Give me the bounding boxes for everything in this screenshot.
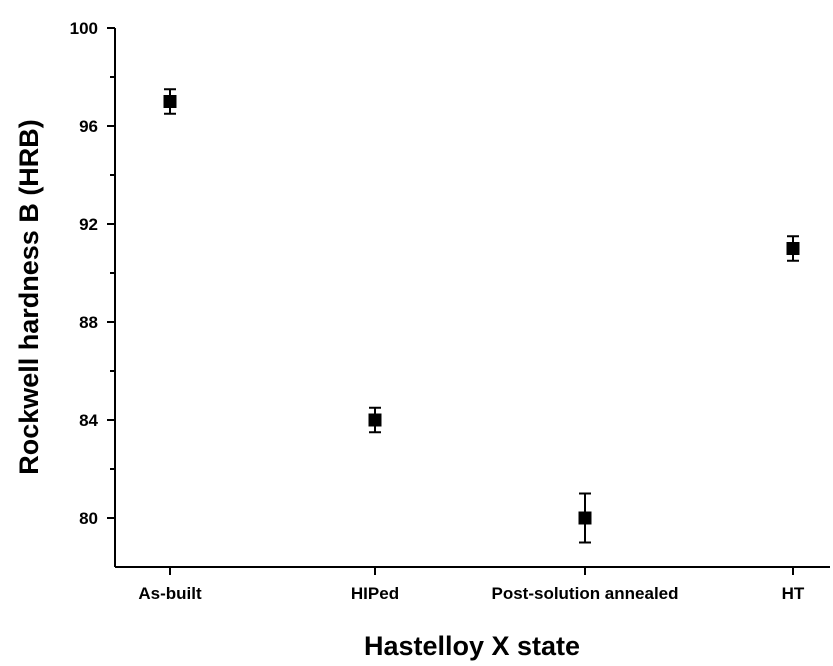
y-tick-label: 96	[79, 117, 98, 136]
x-tick-label: HIPed	[351, 584, 399, 603]
y-tick-label: 88	[79, 313, 98, 332]
y-axis-title: Rockwell hardness B (HRB)	[14, 119, 44, 475]
y-tick-label: 80	[79, 509, 98, 528]
data-point-marker	[163, 95, 177, 108]
axes	[114, 28, 830, 568]
data-point-marker	[786, 242, 800, 255]
y-tick-label: 84	[79, 411, 98, 430]
x-tick-label: Post-solution annealed	[491, 584, 678, 603]
data-point-group	[786, 235, 800, 262]
x-tick-label: HT	[782, 584, 805, 603]
y-ticks: 80 84 88 92 96 100	[70, 19, 115, 528]
y-tick-label: 100	[70, 19, 98, 38]
x-tick-label: As-built	[138, 584, 202, 603]
y-tick-label: 92	[79, 215, 98, 234]
data-point-group	[578, 492, 592, 544]
data-point-group	[368, 406, 382, 434]
x-ticks: As-built HIPed Post-solution annealed HT	[138, 567, 805, 603]
x-axis-title: Hastelloy X state	[364, 631, 580, 661]
data-point-group	[163, 88, 177, 115]
data-points	[163, 88, 800, 544]
data-point-marker	[368, 413, 382, 427]
data-point-marker	[578, 511, 592, 525]
